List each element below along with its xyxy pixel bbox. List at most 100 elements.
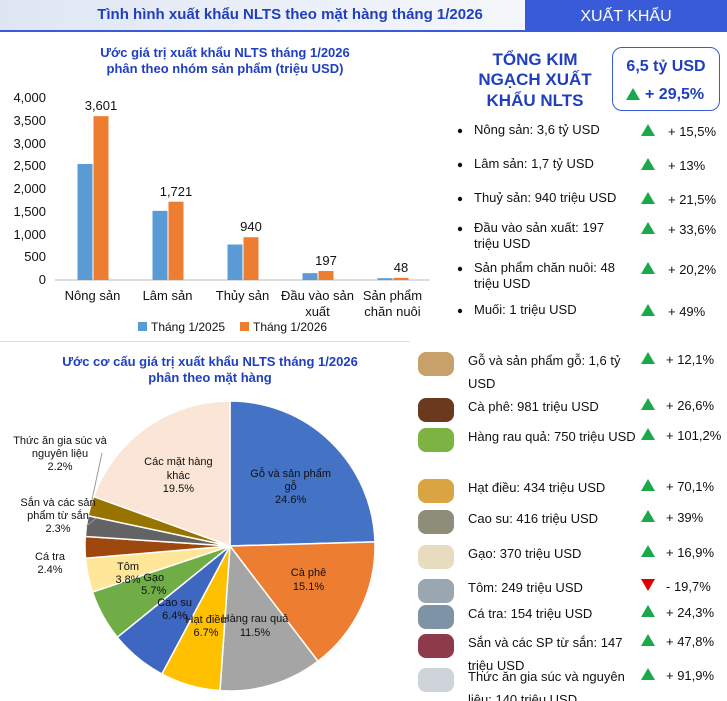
slice-label: Thức ăn gia súc và nguyên liệu 2.2% bbox=[10, 435, 110, 475]
legend-label: Tháng 1/2026 bbox=[253, 320, 328, 334]
legend-swatch bbox=[138, 322, 147, 331]
y-tick-label: 2,500 bbox=[13, 158, 46, 174]
bar bbox=[318, 271, 334, 280]
slice-label: Cà phê 15.1% bbox=[267, 567, 351, 593]
product-label: Gỗ và sản phẩm gỗ: 1,6 tỷ USD bbox=[468, 353, 621, 391]
pie-slice bbox=[92, 400, 231, 548]
slice-name: Sắn và các sản phẩm từ sắn bbox=[20, 497, 96, 523]
header-rule bbox=[0, 30, 727, 32]
summary-item-change: + 33,6% bbox=[668, 222, 717, 237]
bullet bbox=[457, 162, 463, 168]
y-tick-label: 1,000 bbox=[13, 226, 46, 242]
product-icon bbox=[418, 428, 454, 452]
product-change: + 24,3% bbox=[666, 605, 715, 620]
x-tick-label: Nông sản bbox=[64, 288, 121, 303]
x-tick-label: Sản phẩm chăn nuôi bbox=[362, 288, 423, 319]
slice-value: 11.5% bbox=[239, 626, 271, 639]
y-tick-label: 3,000 bbox=[13, 135, 46, 151]
bar bbox=[243, 237, 259, 280]
bar bbox=[168, 201, 184, 280]
slice-name: Gỗ và sản phẩm gỗ bbox=[250, 467, 331, 493]
chart-title: Ước cơ cấu giá trị xuất khẩu NLTS tháng … bbox=[62, 354, 358, 369]
product-label: Tôm: 249 triệu USD bbox=[468, 580, 583, 595]
product-icon bbox=[418, 605, 454, 629]
slice-value: 6.4% bbox=[162, 610, 188, 623]
product-icon bbox=[418, 479, 454, 503]
pie-slice bbox=[219, 543, 320, 692]
value-label: 3,601 bbox=[84, 98, 118, 114]
direction-icon bbox=[641, 605, 655, 617]
product-change: - 19,7% bbox=[666, 579, 711, 594]
product-icon bbox=[418, 668, 454, 692]
summary-item-change: + 13% bbox=[668, 158, 706, 173]
x-tick-label: Lâm sản bbox=[142, 288, 193, 303]
y-tick-label: 500 bbox=[24, 249, 46, 265]
bar bbox=[302, 273, 318, 280]
slice-value: 15.1% bbox=[292, 580, 325, 593]
bar bbox=[377, 278, 393, 280]
direction-icon bbox=[641, 634, 655, 646]
product-icon bbox=[418, 510, 454, 534]
product-change: + 39% bbox=[666, 510, 704, 525]
slice-value: 2.4% bbox=[37, 564, 63, 577]
slice-value: 3.8% bbox=[115, 574, 141, 587]
summary-item-label: Đầu vào sản xuất: 197 triệu USD bbox=[474, 220, 605, 251]
legend-swatch bbox=[240, 322, 249, 331]
summary-item-label: Nông sản: 3,6 tỷ USD bbox=[474, 122, 600, 137]
slice-label: Tôm 3.8% bbox=[88, 561, 168, 587]
product-label: Cá tra: 154 triệu USD bbox=[468, 606, 593, 621]
slice-name: Cá tra bbox=[35, 551, 65, 563]
bar bbox=[227, 244, 243, 280]
value-label: 940 bbox=[240, 219, 262, 235]
product-change: + 91,9% bbox=[666, 668, 715, 683]
summary-value: 6,5 tỷ USD bbox=[626, 58, 706, 75]
y-tick-label: 4,000 bbox=[13, 90, 46, 105]
value-label: 48 bbox=[393, 259, 409, 275]
slice-label: Cao su 6.4% bbox=[133, 597, 217, 623]
summary-item-change: + 21,5% bbox=[668, 192, 717, 207]
header-tag: XUẤT KHẨU bbox=[580, 8, 672, 25]
product-icon bbox=[418, 634, 454, 658]
product-change: + 26,6% bbox=[666, 398, 715, 413]
slice-name: Gạo bbox=[143, 571, 165, 584]
direction-icon bbox=[641, 124, 655, 136]
slice-name: Cao su bbox=[157, 597, 193, 610]
slice-label: Hạt điều 6.7% bbox=[164, 614, 248, 640]
bullet bbox=[457, 128, 463, 134]
chart-subtitle: phân theo nhóm sản phẩm (triệu USD) bbox=[106, 61, 344, 76]
bullet bbox=[457, 308, 463, 314]
product-label: Cà phê: 981 triệu USD bbox=[468, 399, 599, 414]
slice-label: Gạo 5.7% bbox=[112, 572, 196, 598]
slice-value: 5.7% bbox=[141, 585, 167, 598]
direction-icon bbox=[641, 262, 655, 274]
y-tick-label: 0 bbox=[38, 272, 46, 287]
direction-icon bbox=[641, 579, 655, 591]
header-title: Tình hình xuất khẩu NLTS theo mặt hàng t… bbox=[97, 6, 483, 23]
product-icon bbox=[418, 545, 454, 569]
bullet bbox=[457, 226, 463, 232]
slice-name: Hàng rau quả bbox=[221, 613, 289, 626]
y-tick-label: 2,000 bbox=[13, 181, 46, 196]
y-tick-label: 1,500 bbox=[13, 203, 46, 219]
direction-icon bbox=[641, 510, 655, 522]
product-change: + 47,8% bbox=[666, 634, 715, 649]
bar bbox=[77, 163, 93, 280]
value-label: 1,721 bbox=[159, 183, 193, 199]
x-tick-label: Thủy sản bbox=[215, 288, 270, 303]
bullet bbox=[457, 196, 463, 202]
summary-item-change: + 49% bbox=[668, 304, 706, 319]
bar bbox=[393, 277, 409, 280]
summary-item-label: Sản phẩm chăn nuôi: 48 triệu USD bbox=[474, 260, 615, 291]
direction-icon bbox=[641, 304, 655, 316]
product-label: Hạt điều: 434 triệu USD bbox=[468, 480, 606, 495]
slice-value: 2.2% bbox=[47, 461, 73, 474]
product-change: + 16,9% bbox=[666, 545, 715, 560]
product-icon bbox=[418, 398, 454, 422]
leader-line bbox=[90, 452, 103, 507]
direction-icon bbox=[641, 158, 655, 170]
y-tick-label: 3,500 bbox=[13, 112, 46, 128]
product-label: Cao su: 416 triệu USD bbox=[468, 511, 599, 526]
slice-label: Cá tra 2.4% bbox=[10, 551, 90, 577]
